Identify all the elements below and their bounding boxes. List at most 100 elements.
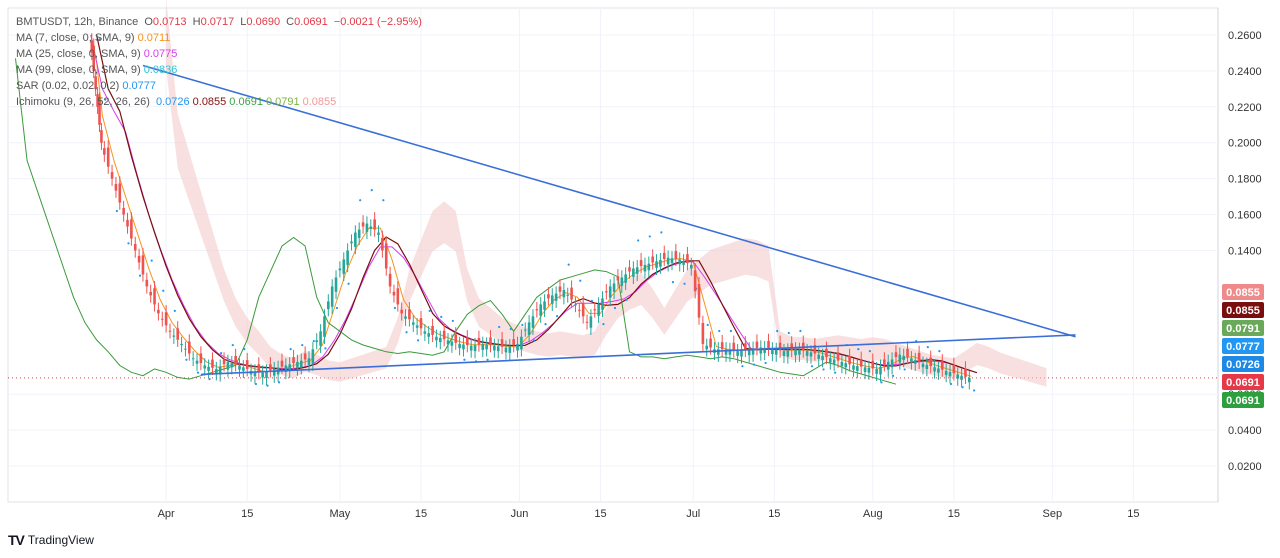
candle-body bbox=[411, 322, 415, 325]
candle-body bbox=[531, 316, 535, 328]
candle-body bbox=[817, 354, 821, 359]
sar-dot bbox=[625, 298, 628, 302]
candle-body bbox=[852, 365, 855, 370]
sar-dot bbox=[810, 365, 814, 368]
candle-body bbox=[886, 361, 890, 370]
price-badge-label: 0.0691 bbox=[1226, 395, 1260, 407]
x-tick-label: May bbox=[330, 508, 351, 520]
x-tick-label: 15 bbox=[241, 508, 253, 520]
candle-body bbox=[605, 291, 608, 293]
candle-body bbox=[496, 346, 500, 352]
candle-body bbox=[589, 316, 593, 328]
candle-body bbox=[454, 334, 458, 343]
sar-dot bbox=[463, 358, 466, 361]
ichimoku-row: Ichimoku (9, 26, 52, 26, 26) 0.0726 0.085… bbox=[16, 94, 425, 110]
price-badge-label: 0.0777 bbox=[1226, 341, 1260, 353]
candle-body bbox=[952, 364, 956, 374]
candle-body bbox=[203, 365, 207, 369]
candle-body bbox=[616, 276, 620, 281]
sar-dot bbox=[613, 306, 617, 310]
sar-dot bbox=[718, 329, 721, 333]
candle-body bbox=[732, 342, 736, 351]
candle-body bbox=[122, 207, 125, 215]
candle-body bbox=[840, 361, 844, 367]
candle-body bbox=[778, 342, 782, 351]
candle-body bbox=[929, 357, 933, 367]
sar-dot bbox=[834, 371, 837, 374]
candle-body bbox=[253, 371, 257, 377]
candle-body bbox=[153, 288, 156, 305]
candle-body bbox=[910, 358, 913, 363]
candle-body bbox=[100, 130, 103, 143]
tradingview-footer: TV TradingView bbox=[8, 532, 94, 548]
candle-body bbox=[635, 267, 639, 274]
candle-body bbox=[574, 304, 577, 306]
candle-body bbox=[504, 347, 508, 353]
price-badge bbox=[1222, 374, 1264, 390]
candle-body bbox=[133, 243, 137, 251]
candle-body bbox=[388, 273, 392, 287]
candle-body bbox=[211, 359, 214, 368]
y-tick-label: 0.2400 bbox=[1228, 66, 1262, 78]
candle-body bbox=[566, 294, 570, 296]
candle-body bbox=[288, 364, 291, 371]
price-badge bbox=[1222, 356, 1264, 372]
candle-body bbox=[303, 353, 307, 360]
candle-body bbox=[736, 351, 739, 356]
candle-body bbox=[442, 330, 446, 340]
y-tick-label: 0.0200 bbox=[1228, 461, 1262, 473]
candle-body bbox=[215, 369, 218, 374]
candle-body bbox=[98, 99, 101, 125]
candle-body bbox=[330, 286, 334, 307]
candle-body bbox=[408, 309, 411, 320]
x-tick-label: Aug bbox=[863, 508, 883, 520]
candle-body bbox=[782, 351, 786, 356]
candle-body bbox=[829, 358, 832, 363]
indicator-value: 0.0711 bbox=[137, 32, 171, 44]
candle-body bbox=[299, 360, 303, 368]
candle-body bbox=[674, 251, 678, 259]
candle-body bbox=[96, 94, 99, 107]
candle-body bbox=[639, 260, 643, 267]
price-badge-label: 0.0691 bbox=[1226, 377, 1260, 389]
candle-body bbox=[755, 341, 759, 349]
candle-body bbox=[180, 343, 183, 346]
candle-body bbox=[242, 367, 245, 371]
candle-body bbox=[191, 358, 195, 360]
sar-dot bbox=[98, 38, 101, 41]
candle-body bbox=[647, 263, 651, 271]
candle-body bbox=[666, 257, 670, 265]
sar-dot bbox=[173, 309, 176, 312]
candle-body bbox=[269, 364, 272, 371]
sar-dot bbox=[359, 199, 362, 202]
candle-body bbox=[581, 303, 585, 317]
sar-dot bbox=[127, 242, 130, 245]
candle-body bbox=[593, 309, 597, 311]
ichimoku-label: Ichimoku (9, 26, 52, 26, 26) bbox=[16, 96, 150, 108]
candle-body bbox=[620, 277, 624, 286]
candle-body bbox=[126, 219, 129, 227]
y-tick-label: 0.2600 bbox=[1228, 30, 1262, 42]
sar-dot bbox=[220, 352, 223, 355]
sar-dot bbox=[115, 209, 118, 213]
price-badge-label: 0.0855 bbox=[1226, 287, 1260, 299]
candle-body bbox=[550, 295, 554, 304]
candle-body bbox=[763, 348, 766, 353]
y-tick-label: 0.2200 bbox=[1228, 102, 1262, 114]
candle-body bbox=[423, 331, 427, 334]
candle-body bbox=[168, 330, 172, 332]
candle-body bbox=[705, 345, 709, 350]
candle-body bbox=[921, 363, 925, 368]
sar-dot bbox=[138, 274, 142, 277]
sar-dot bbox=[440, 315, 443, 319]
price-badge bbox=[1222, 320, 1264, 336]
candle-body bbox=[578, 309, 581, 311]
candle-body bbox=[898, 354, 902, 363]
candle-body bbox=[400, 309, 403, 314]
close-label: C bbox=[286, 16, 295, 28]
candle-body bbox=[149, 291, 152, 296]
candle-body bbox=[701, 322, 705, 344]
y-tick-label: 0.1800 bbox=[1228, 174, 1262, 186]
candle-body bbox=[601, 298, 604, 310]
